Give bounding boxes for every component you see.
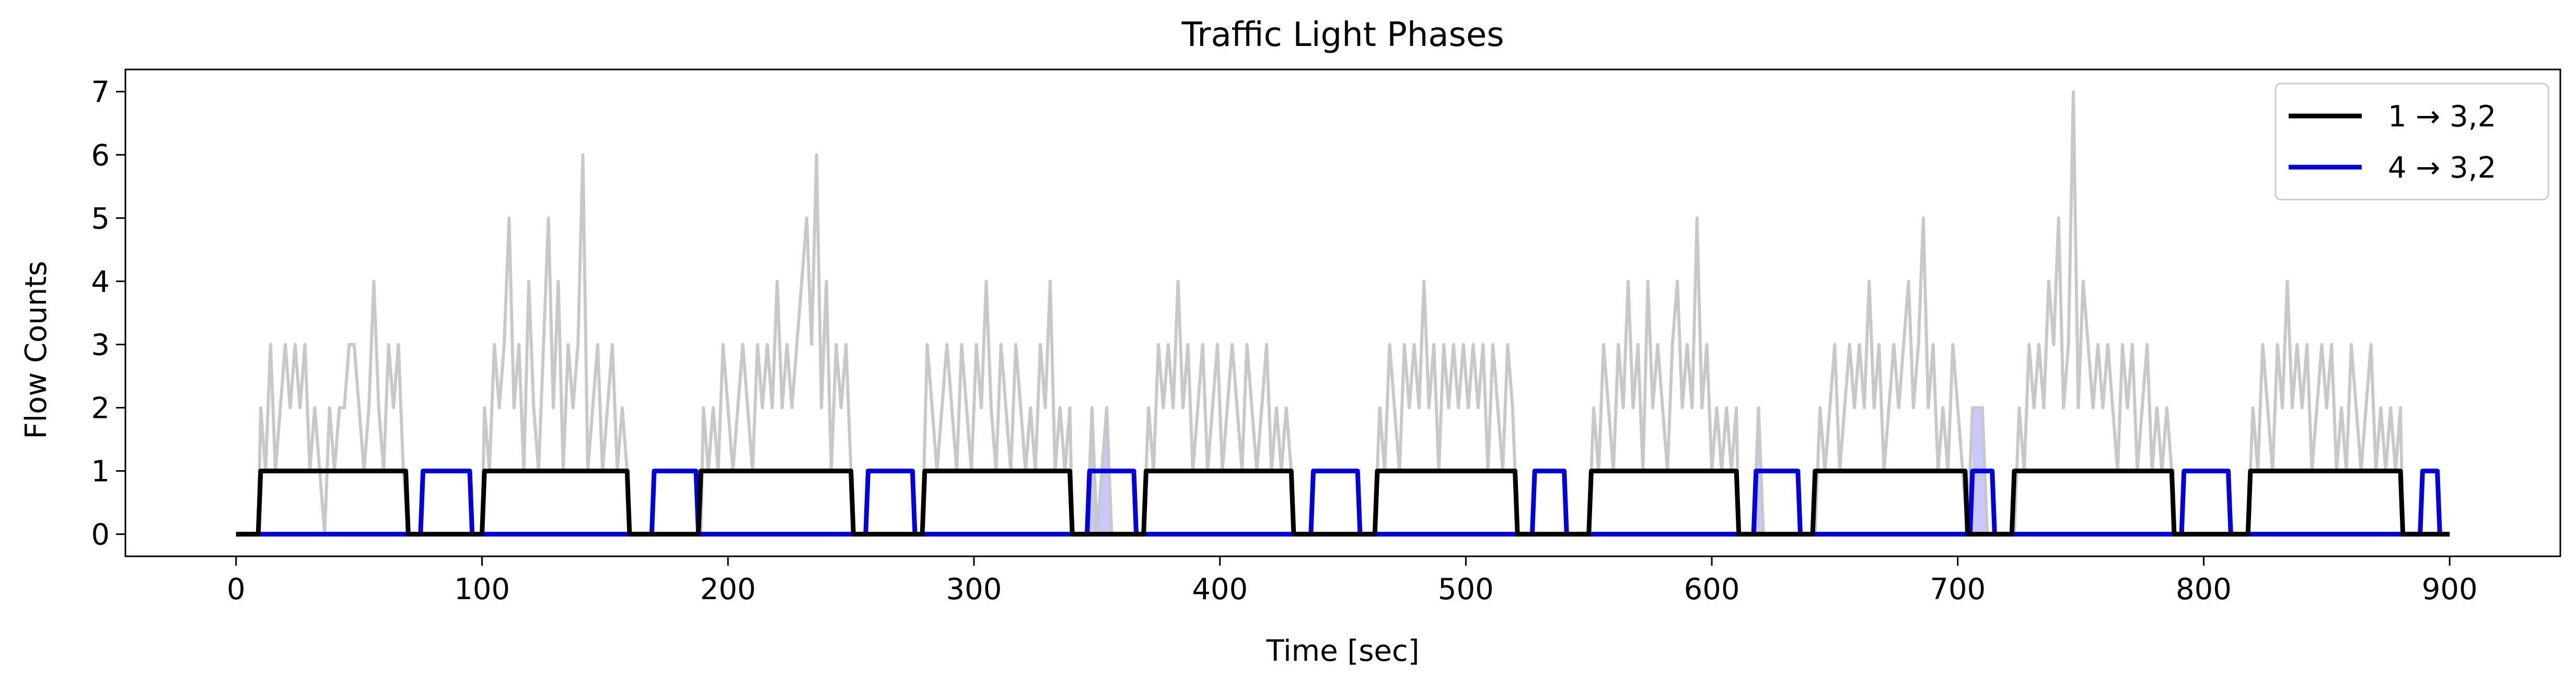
x-tick-label-600: 600 — [1684, 573, 1740, 606]
x-tick-label-100: 100 — [454, 573, 510, 606]
plot-area-frame — [124, 68, 2561, 557]
x-tick-label-900: 900 — [2422, 573, 2478, 606]
y-tick-label-2: 2 — [91, 392, 110, 426]
axes-layer: 0 100 200 300 400 500 600 700 800 900 0 1 2 3 4 5 6 7 — [91, 75, 2477, 606]
x-tick-label-500: 500 — [1438, 573, 1494, 606]
legend: 1 → 3,2 4 → 3,2 — [2275, 83, 2549, 201]
x-tick-label-700: 700 — [1930, 573, 1986, 606]
legend-label-phase-1: 1 → 3,2 — [2388, 100, 2496, 134]
y-tick-label-4: 4 — [91, 265, 110, 299]
x-tick-label-0: 0 — [227, 573, 246, 606]
x-tick-label-300: 300 — [946, 573, 1002, 606]
y-tick-label-6: 6 — [91, 138, 110, 172]
phase-4-flow-fill-6 — [1756, 407, 1798, 534]
y-tick-label-0: 0 — [91, 518, 110, 552]
phase-4-line — [236, 469, 2450, 537]
legend-label-phase-4: 4 → 3,2 — [2388, 151, 2496, 185]
x-tick-label-200: 200 — [700, 573, 756, 606]
y-axis-label: Flow Counts — [19, 261, 53, 439]
phase-1-line — [236, 469, 2450, 537]
y-tick-label-3: 3 — [91, 329, 110, 363]
legend-box — [2275, 83, 2549, 201]
y-tick-label-1: 1 — [91, 455, 110, 489]
y-tick-label-5: 5 — [91, 202, 110, 236]
x-tick-label-400: 400 — [1192, 573, 1248, 606]
x-axis-label: Time [sec] — [1266, 634, 1420, 668]
chart-title: Traffic Light Phases — [1181, 16, 1504, 54]
y-tick-label-7: 7 — [91, 75, 110, 109]
x-tick-label-800: 800 — [2176, 573, 2232, 606]
plot-layer — [236, 90, 2450, 537]
